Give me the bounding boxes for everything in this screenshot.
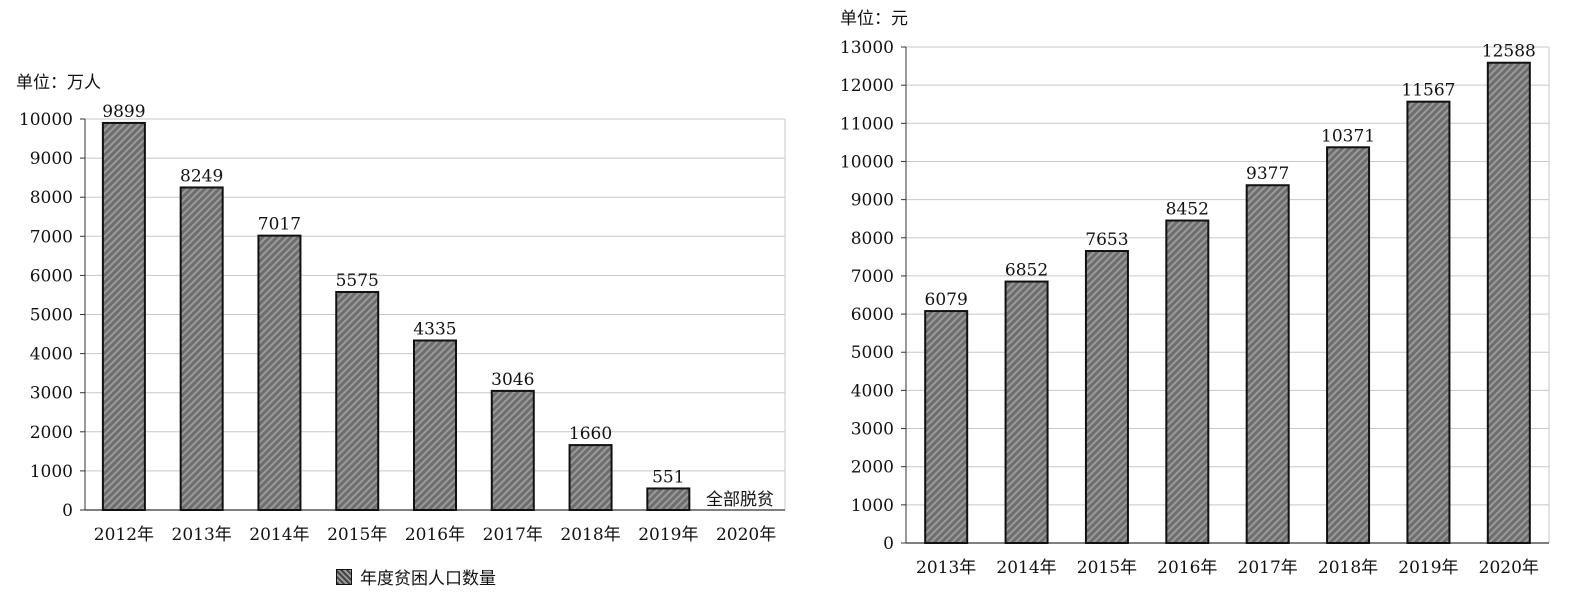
data-label: 1660 — [569, 424, 612, 444]
bar — [568, 444, 613, 511]
y-tick-label: 10000 — [19, 110, 73, 130]
left-annotation-all-out-of-poverty: 全部脱贫 — [706, 490, 774, 510]
y-tick-label: 8000 — [30, 188, 73, 208]
y-tick-label: 4000 — [851, 381, 894, 401]
right-bar-chart: 0 1000 2000 3000 4000 5000 6000 7000 8000 9000 100… — [840, 38, 1550, 578]
data-label: 7017 — [258, 215, 301, 235]
x-tick-label: 2013年 — [172, 525, 232, 545]
left-bar-chart: 0 1000 2000 3000 4000 5000 6000 7000 8000 9000 100… — [19, 102, 786, 545]
y-tick-label: 5000 — [30, 306, 73, 326]
y-tick-label: 0 — [62, 501, 73, 521]
y-tick-label: 5000 — [851, 343, 894, 363]
data-label: 8452 — [1166, 200, 1209, 220]
data-label: 6079 — [925, 290, 968, 310]
x-tick-label: 2018年 — [560, 525, 620, 545]
y-tick-label: 1000 — [30, 462, 73, 482]
data-label: 9377 — [1246, 164, 1289, 184]
bar — [1004, 280, 1049, 544]
y-tick-label: 6000 — [30, 266, 73, 286]
bar — [1406, 100, 1451, 544]
data-label: 4335 — [413, 320, 456, 340]
data-label: 8249 — [180, 166, 223, 186]
x-tick-label: 2019年 — [1398, 558, 1458, 578]
right-unit-label: 单位：元 — [840, 9, 908, 29]
bar — [1326, 146, 1371, 544]
left-unit-label: 单位：万人 — [16, 73, 101, 93]
left-chart-panel: 单位：万人 0 1000 2000 3000 4000 5000 6000 7000 8000 9… — [16, 73, 786, 589]
data-label: 7653 — [1085, 230, 1128, 250]
data-label: 12588 — [1482, 42, 1536, 62]
legend-label: 年度贫困人口数量 — [360, 569, 496, 589]
y-tick-label: 9000 — [851, 191, 894, 211]
legend-swatch — [336, 568, 352, 585]
bar — [1486, 61, 1531, 544]
bar — [179, 186, 224, 511]
bar — [1084, 250, 1129, 545]
right-chart-panel: 单位：元 0 1000 2000 3000 4000 5000 6000 7000 8000 90… — [800, 0, 1591, 604]
x-tick-label: 2014年 — [249, 525, 309, 545]
y-tick-label: 12000 — [840, 76, 894, 96]
y-tick-label: 4000 — [30, 345, 73, 365]
bar — [1245, 184, 1290, 544]
y-tick-label: 7000 — [851, 267, 894, 287]
data-label: 9899 — [102, 102, 145, 122]
bar — [413, 339, 457, 511]
data-label: 10371 — [1321, 126, 1375, 146]
bar — [1165, 219, 1210, 545]
y-tick-label: 8000 — [851, 229, 894, 249]
x-tick-label: 2015年 — [327, 525, 387, 545]
bar — [101, 121, 146, 511]
y-tick-label: 11000 — [840, 114, 894, 134]
bar — [490, 389, 535, 511]
x-tick-label: 2014年 — [996, 558, 1056, 578]
bar — [335, 291, 380, 511]
y-tick-label: 3000 — [30, 384, 73, 404]
x-tick-label: 2016年 — [405, 525, 465, 545]
x-tick-label: 2020年 — [1479, 558, 1539, 578]
left-legend: 年度贫困人口数量 — [336, 564, 496, 589]
x-tick-label: 2013年 — [916, 558, 976, 578]
y-tick-label: 7000 — [30, 227, 73, 247]
x-tick-label: 2017年 — [483, 525, 543, 545]
y-tick-label: 9000 — [30, 149, 73, 169]
bar — [257, 234, 302, 511]
y-tick-label: 2000 — [30, 423, 73, 443]
x-tick-label: 2015年 — [1077, 558, 1137, 578]
x-tick-label: 2016年 — [1157, 558, 1217, 578]
data-label: 6852 — [1005, 261, 1048, 281]
data-label: 11567 — [1401, 81, 1455, 101]
y-tick-label: 13000 — [840, 38, 894, 58]
x-tick-label: 2019年 — [638, 525, 698, 545]
data-label: 551 — [652, 467, 684, 487]
y-tick-label: 3000 — [851, 420, 894, 440]
y-tick-label: 6000 — [851, 305, 894, 325]
y-tick-label: 2000 — [851, 458, 894, 478]
x-tick-label: 2020年 — [716, 525, 776, 545]
x-tick-label: 2018年 — [1318, 558, 1378, 578]
y-tick-label: 1000 — [851, 496, 894, 516]
x-tick-label: 2012年 — [94, 525, 154, 545]
x-tick-label: 2017年 — [1238, 558, 1298, 578]
data-label: 3046 — [491, 370, 534, 390]
data-label: 5575 — [336, 271, 379, 291]
y-tick-label: 10000 — [840, 152, 894, 172]
y-tick-label: 0 — [883, 534, 894, 554]
bar — [646, 487, 691, 512]
bar — [924, 310, 969, 544]
